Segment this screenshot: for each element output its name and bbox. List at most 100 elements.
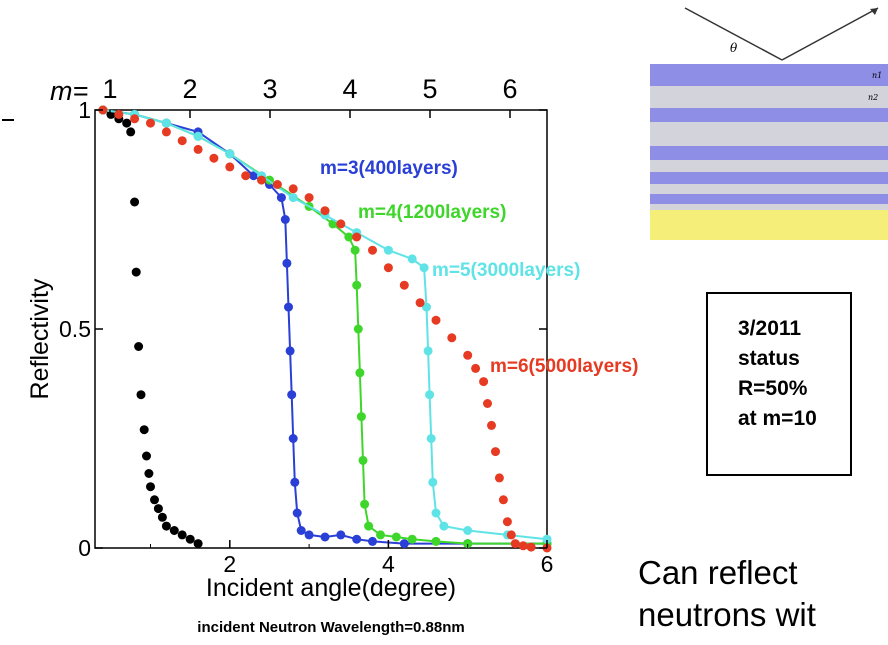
data-point	[491, 447, 500, 457]
reflected-arrowhead	[870, 8, 878, 15]
data-point	[425, 390, 435, 400]
data-point	[131, 267, 141, 277]
layer-band	[650, 108, 888, 122]
data-point	[161, 127, 171, 137]
status-line: R=50%	[738, 377, 808, 400]
data-point	[153, 504, 163, 514]
data-point	[391, 532, 401, 542]
data-point	[383, 245, 393, 255]
data-point	[157, 512, 167, 522]
data-point	[407, 254, 417, 264]
top-axis-prefix: m=	[50, 76, 88, 106]
data-point	[320, 206, 330, 216]
data-point	[122, 118, 132, 128]
data-point	[428, 477, 438, 487]
data-point	[146, 118, 155, 128]
data-point	[336, 219, 346, 229]
x-axis-label: Incident angle(degree)	[206, 574, 456, 602]
layer-stack	[650, 64, 888, 240]
data-point	[447, 333, 457, 343]
data-point	[399, 280, 409, 290]
layer-band	[650, 184, 888, 194]
data-point	[423, 346, 433, 356]
data-point	[257, 175, 266, 185]
data-point	[249, 171, 259, 181]
data-point	[193, 144, 203, 154]
caption-text: Can reflect neutrons wit	[638, 552, 816, 636]
series-group	[98, 105, 552, 553]
data-point	[288, 193, 298, 203]
x-tick-label: 6	[541, 551, 554, 577]
data-point	[150, 495, 159, 505]
incident-ray	[684, 7, 783, 61]
caption-line: Can reflect	[638, 554, 798, 591]
series-layer	[98, 105, 552, 553]
data-point	[126, 127, 136, 137]
series-group	[98, 105, 203, 549]
data-point	[502, 517, 512, 527]
data-point	[415, 298, 425, 308]
data-point	[280, 215, 290, 224]
layer-band	[650, 204, 888, 210]
top-tick-label: 6	[502, 74, 517, 104]
data-point	[383, 263, 393, 273]
data-point	[506, 530, 516, 540]
data-point	[193, 539, 203, 549]
data-point	[364, 521, 374, 531]
data-point	[161, 118, 171, 128]
data-point	[177, 136, 187, 146]
data-point	[282, 258, 292, 268]
reflected-ray	[781, 7, 879, 61]
series-label: m=5(3000layers)	[432, 260, 580, 281]
data-point	[431, 508, 441, 518]
data-point	[292, 508, 302, 518]
layer-band	[650, 194, 888, 204]
data-point	[144, 469, 154, 478]
layer-band	[650, 160, 888, 172]
data-point	[296, 526, 306, 535]
data-point	[193, 131, 203, 141]
data-point	[463, 350, 473, 360]
layer-band	[650, 122, 888, 146]
data-point	[241, 171, 251, 181]
data-point	[498, 495, 508, 505]
series-line	[102, 109, 548, 541]
data-point	[355, 368, 365, 378]
data-point	[368, 536, 377, 546]
data-point	[526, 542, 536, 552]
data-point	[320, 532, 330, 542]
top-tick-label: 3	[262, 74, 277, 104]
layer-band	[650, 64, 888, 86]
data-point	[439, 521, 449, 531]
ticks-layer: 2 4 600.51m= 1 2 3 4 5 6	[50, 74, 553, 577]
data-point	[358, 455, 368, 465]
caption-line: neutrons wit	[638, 596, 816, 633]
data-point	[287, 390, 297, 400]
data-point	[288, 434, 298, 443]
n2-label: n2	[868, 93, 878, 102]
data-point	[350, 245, 360, 255]
data-point	[130, 114, 140, 124]
y-tick-label: 1	[78, 97, 91, 123]
data-point	[471, 363, 481, 373]
data-point	[209, 153, 219, 163]
y-tick-label: 0	[78, 535, 91, 561]
data-point	[130, 197, 140, 207]
multilayer-diagram: θ n1 n2	[650, 7, 888, 240]
layer-band	[650, 172, 888, 184]
data-point	[494, 473, 504, 483]
data-point	[136, 390, 146, 400]
data-point	[376, 530, 385, 540]
data-point	[225, 149, 235, 159]
series-label: m=6(5000layers)	[490, 356, 638, 377]
data-point	[463, 539, 473, 549]
status-line: status	[738, 347, 800, 370]
data-point	[276, 193, 286, 203]
data-point	[518, 541, 528, 551]
x-tick-label: 2	[223, 551, 236, 577]
data-point	[426, 434, 436, 443]
layer-band	[650, 86, 888, 108]
wavelength-note: incident Neutron Wavelength=0.88nm	[197, 619, 464, 636]
n1-label: n1	[872, 71, 882, 80]
series-label: m=4(1200layers)	[358, 202, 506, 223]
